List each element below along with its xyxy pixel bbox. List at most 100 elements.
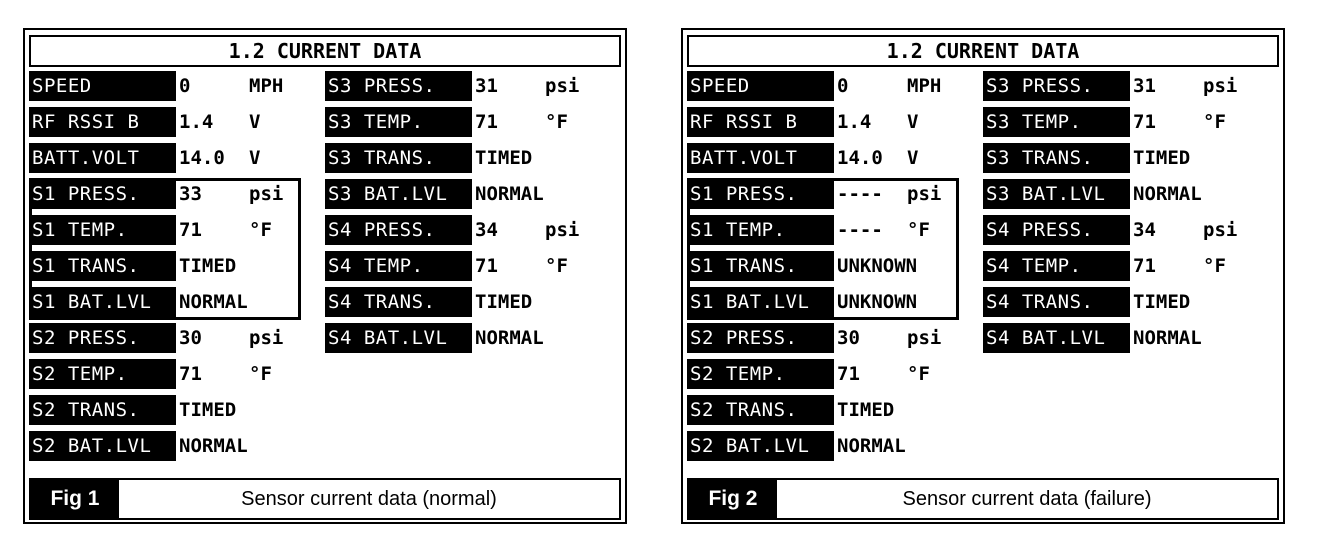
row-unit: psi (907, 183, 942, 205)
row-value: 1.4 (837, 111, 872, 133)
row-unit: °F (1203, 111, 1226, 133)
data-row: S4 TRANS. TIMED (983, 287, 1273, 317)
row-label: S4 TEMP. (983, 251, 1130, 281)
row-unit: °F (249, 219, 272, 241)
row-label: S1 BAT.LVL (687, 287, 834, 317)
row-value: 31 (475, 75, 498, 97)
row-value: NORMAL (1133, 327, 1202, 349)
figure-number: Fig 2 (689, 480, 777, 518)
row-label: S3 BAT.LVL (325, 179, 472, 209)
data-row: S2 PRESS. 30 psi (687, 323, 977, 353)
row-value: 71 (475, 255, 498, 277)
row-value: 71 (1133, 111, 1156, 133)
row-label: S1 TEMP. (687, 215, 834, 245)
row-label: S1 BAT.LVL (29, 287, 176, 317)
row-label: S1 TEMP. (29, 215, 176, 245)
row-value: NORMAL (837, 435, 906, 457)
row-value: ---- (837, 183, 883, 205)
data-row: S3 PRESS. 31 psi (325, 71, 615, 101)
row-value: 30 (837, 327, 860, 349)
row-value: 71 (475, 111, 498, 133)
row-label: S3 TRANS. (983, 143, 1130, 173)
row-value: TIMED (475, 291, 533, 313)
data-row: S4 TRANS. TIMED (325, 287, 615, 317)
row-value: 31 (1133, 75, 1156, 97)
row-label: S3 TEMP. (325, 107, 472, 137)
row-unit: psi (249, 327, 284, 349)
row-label: BATT.VOLT (29, 143, 176, 173)
data-row: S3 TRANS. TIMED (983, 143, 1273, 173)
data-row: S4 PRESS. 34 psi (983, 215, 1273, 245)
row-value: NORMAL (1133, 183, 1202, 205)
row-value: UNKNOWN (837, 255, 918, 277)
row-label: S2 PRESS. (29, 323, 176, 353)
row-unit: psi (1203, 75, 1238, 97)
row-label: S2 TRANS. (687, 395, 834, 425)
row-unit: °F (545, 111, 568, 133)
caption-bar: Fig 2 Sensor current data (failure) (687, 478, 1279, 520)
data-row: S2 TEMP. 71 °F (687, 359, 977, 389)
screen-panel: 1.2 CURRENT DATA SPEED 0 MPH RF RSSI B 1.4 V BA… (23, 28, 627, 524)
row-unit: V (249, 147, 261, 169)
row-value: 1.4 (179, 111, 214, 133)
row-label: S1 PRESS. (29, 179, 176, 209)
row-label: S4 PRESS. (325, 215, 472, 245)
data-row: S2 TRANS. TIMED (29, 395, 319, 425)
data-row: S1 PRESS. 33 psi (29, 179, 319, 209)
data-row: S2 PRESS. 30 psi (29, 323, 319, 353)
data-row: S3 TRANS. TIMED (325, 143, 615, 173)
row-value: NORMAL (475, 327, 544, 349)
data-row: S3 PRESS. 31 psi (983, 71, 1273, 101)
caption-bar: Fig 1 Sensor current data (normal) (29, 478, 621, 520)
data-row: S1 TRANS. UNKNOWN (687, 251, 977, 281)
row-label: S4 TRANS. (983, 287, 1130, 317)
row-unit: V (907, 147, 919, 169)
screen-title: 1.2 CURRENT DATA (29, 35, 621, 67)
data-row: BATT.VOLT 14.0 V (687, 143, 977, 173)
row-unit: V (907, 111, 919, 133)
row-value: 14.0 (179, 147, 225, 169)
row-value: 0 (179, 75, 191, 97)
row-value: 33 (179, 183, 202, 205)
row-label: S2 TEMP. (29, 359, 176, 389)
row-label: SPEED (29, 71, 176, 101)
data-row: S1 TEMP. 71 °F (29, 215, 319, 245)
row-label: SPEED (687, 71, 834, 101)
row-unit: V (249, 111, 261, 133)
row-value: TIMED (1133, 147, 1191, 169)
row-unit: °F (249, 363, 272, 385)
row-label: S3 PRESS. (983, 71, 1130, 101)
data-row: S4 TEMP. 71 °F (325, 251, 615, 281)
row-label: RF RSSI B (687, 107, 834, 137)
row-label: S4 TRANS. (325, 287, 472, 317)
data-row: S3 BAT.LVL NORMAL (325, 179, 615, 209)
screen-title: 1.2 CURRENT DATA (687, 35, 1279, 67)
row-label: S4 TEMP. (325, 251, 472, 281)
row-label: S1 TRANS. (29, 251, 176, 281)
row-label: S3 TRANS. (325, 143, 472, 173)
row-value: TIMED (475, 147, 533, 169)
row-unit: °F (907, 219, 930, 241)
row-value: NORMAL (179, 435, 248, 457)
row-value: TIMED (1133, 291, 1191, 313)
row-label: S4 BAT.LVL (983, 323, 1130, 353)
row-value: 71 (837, 363, 860, 385)
row-value: 34 (475, 219, 498, 241)
row-unit: psi (907, 327, 942, 349)
data-row: S4 BAT.LVL NORMAL (983, 323, 1273, 353)
data-row: S2 TRANS. TIMED (687, 395, 977, 425)
row-label: S2 PRESS. (687, 323, 834, 353)
row-label: S1 PRESS. (687, 179, 834, 209)
row-unit: psi (545, 75, 580, 97)
row-value: NORMAL (475, 183, 544, 205)
row-value: 0 (837, 75, 849, 97)
row-label: S3 BAT.LVL (983, 179, 1130, 209)
figure-caption: Sensor current data (failure) (902, 488, 1152, 510)
row-value: 14.0 (837, 147, 883, 169)
row-unit: MPH (249, 75, 284, 97)
row-value: 71 (179, 363, 202, 385)
row-value: 71 (1133, 255, 1156, 277)
data-row: SPEED 0 MPH (687, 71, 977, 101)
data-row: S1 PRESS. ---- psi (687, 179, 977, 209)
row-value: 30 (179, 327, 202, 349)
